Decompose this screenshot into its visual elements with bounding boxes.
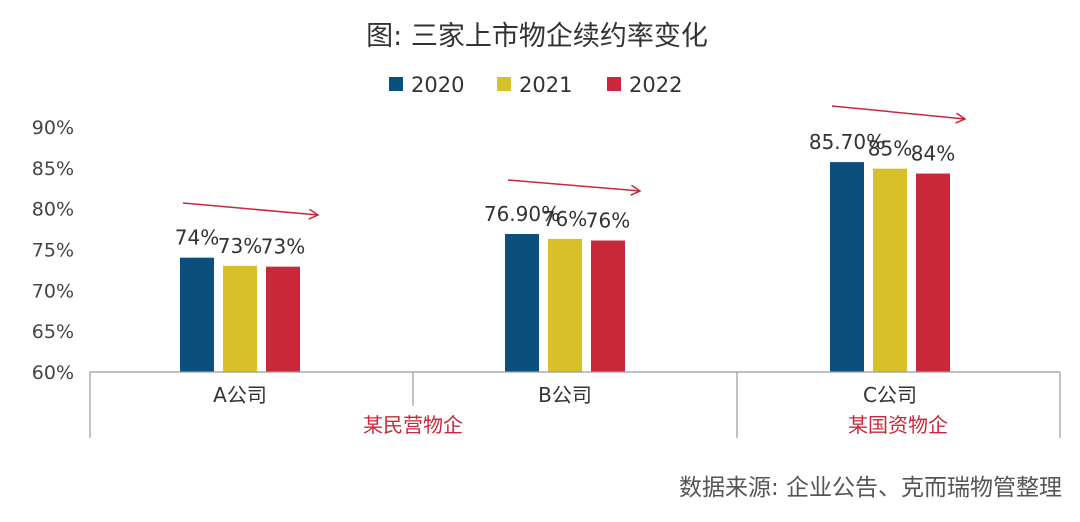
- y-tick-label: 60%: [32, 362, 74, 384]
- chart-title: 图: 三家上市物企续约率变化: [366, 21, 708, 52]
- source-note: 数据来源: 企业公告、克而瑞物管整理: [679, 475, 1062, 501]
- x-category-label: B公司: [538, 383, 592, 407]
- data-label: 85.70%: [809, 130, 885, 154]
- bars: [180, 162, 950, 372]
- data-label: 74%: [175, 226, 219, 250]
- y-tick-label: 85%: [32, 158, 74, 180]
- bar-2020-0: [180, 257, 214, 372]
- legend-label-2021: 2021: [519, 73, 572, 97]
- data-label: 76%: [543, 207, 587, 231]
- trend-arrow: [182, 202, 320, 220]
- bar-2022-2: [916, 173, 950, 372]
- data-label: 85%: [868, 137, 912, 161]
- x-group-label: 某民营物企: [363, 413, 463, 437]
- data-labels: 74%73%73%76.90%76%76%85.70%85%84%: [175, 130, 955, 259]
- trend-arrow: [831, 105, 967, 124]
- data-label: 73%: [261, 235, 305, 259]
- y-tick-label: 75%: [32, 240, 74, 262]
- y-tick-label: 90%: [32, 117, 74, 139]
- bar-2020-1: [505, 233, 539, 372]
- data-label: 84%: [911, 142, 955, 166]
- bar-2022-0: [266, 266, 300, 372]
- legend-label-2022: 2022: [629, 73, 682, 97]
- legend-swatch-2020: [389, 77, 403, 91]
- bar-2022-1: [591, 240, 625, 372]
- x-category-label: C公司: [863, 383, 917, 407]
- y-tick-label: 70%: [32, 280, 74, 302]
- x-group-label: 某国资物企: [848, 413, 948, 437]
- bar-2021-2: [873, 168, 907, 372]
- bar-2021-1: [548, 238, 582, 372]
- y-tick-label: 65%: [32, 321, 74, 343]
- trend-arrows: [182, 105, 967, 220]
- trend-arrow: [507, 179, 642, 196]
- legend-swatch-2022: [607, 77, 621, 91]
- data-label: 73%: [218, 234, 262, 258]
- data-label: 76%: [586, 209, 630, 233]
- x-category-label: A公司: [213, 383, 267, 407]
- y-tick-label: 80%: [32, 199, 74, 221]
- legend: 2020 2021 2022: [389, 73, 682, 97]
- legend-swatch-2021: [497, 77, 511, 91]
- bar-2020-2: [830, 162, 864, 372]
- data-label: 76.90%: [484, 202, 560, 226]
- y-axis: 60% 65% 70% 75% 80% 85% 90%: [32, 117, 74, 384]
- bar-2021-0: [223, 265, 257, 372]
- legend-label-2020: 2020: [411, 73, 464, 97]
